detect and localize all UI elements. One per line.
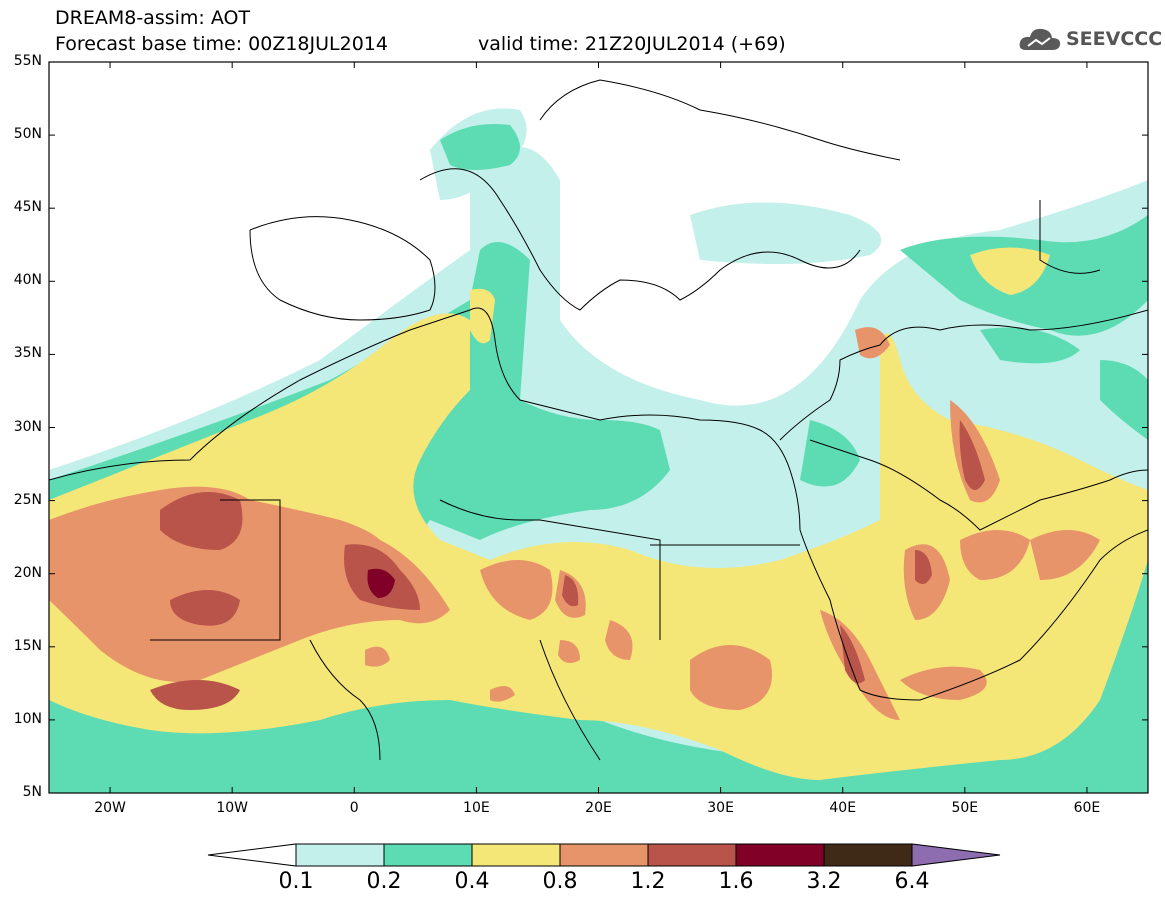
lon-label: 0 [349,800,359,816]
colorbar-label: 0.8 [542,869,578,894]
lat-label: 45N [13,199,42,216]
axis-ticks [49,61,1148,794]
colorbar-swatch [559,843,649,867]
colorbar-swatch [735,843,825,867]
colorbar-label: 0.4 [454,869,490,894]
lat-label: 20N [13,564,42,581]
lon-label: 50E [951,800,979,816]
colorbar-swatch [647,843,737,867]
lon-label: 20W [94,800,126,816]
lat-label: 30N [13,418,42,435]
colorbar-label: 1.2 [630,869,666,894]
colorbar-label: 0.1 [278,869,314,894]
colorbar [207,843,1001,867]
lon-label: 40E [829,800,857,816]
colorbar-swatch [295,843,385,867]
lon-label: 10W [216,800,248,816]
lon-label: 30E [707,800,734,816]
colorbar-label: 3.2 [806,869,842,894]
cloud-icon [1019,28,1061,50]
colorbar-over-arrow [911,843,1001,867]
logo-text: SEEVCCC [1066,28,1163,50]
colorbar-label: 1.6 [718,869,754,894]
lon-label: 60E [1073,800,1101,816]
lat-label: 40N [13,272,42,289]
seevccc-logo: SEEVCCC [1018,24,1162,56]
lat-label: 55N [13,53,42,69]
colorbar-swatch [823,843,913,867]
lat-label: 10N [13,710,42,727]
forecast-base-time: Forecast base time: 00Z18JUL2014 [55,33,388,55]
aot-field [49,62,1148,793]
valid-time: valid time: 21Z20JUL2014 (+69) [478,33,786,55]
lon-label: 10E [463,800,490,816]
colorbar-label: 6.4 [894,869,930,894]
lat-label: 5N [22,784,42,800]
lat-label: 50N [13,126,42,143]
coastlines [49,79,1148,761]
colorbar-swatch [471,843,561,867]
colorbar-label: 0.2 [366,869,402,894]
lat-label: 15N [13,637,42,654]
colorbar-under-arrow [207,843,297,867]
lon-label: 20E [585,800,612,816]
lat-label: 35N [13,345,42,362]
lat-label: 25N [13,491,42,508]
map-title: DREAM8-assim: AOT [55,7,251,29]
colorbar-swatch [383,843,473,867]
